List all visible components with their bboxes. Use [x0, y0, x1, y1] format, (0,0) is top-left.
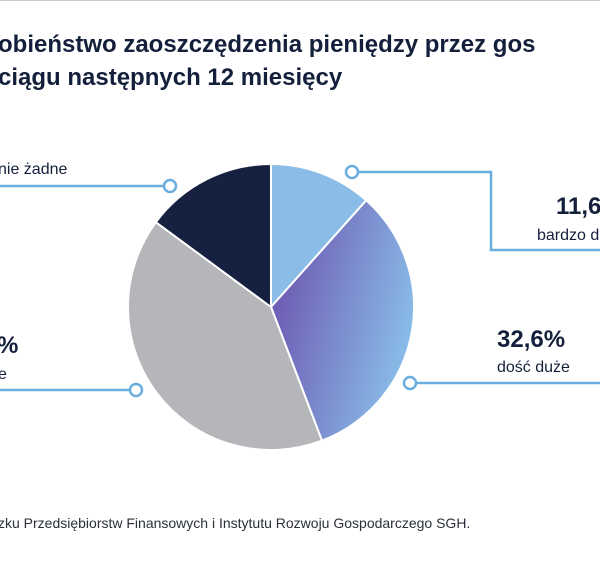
leader-line-bardzo-duze [352, 170, 600, 252]
pie-slice-nie-zadne [154, 162, 272, 309]
pie-slice-dosc-duze [269, 198, 415, 442]
pie-slice-bardzo-duze [270, 162, 368, 310]
pie-slice-male [127, 220, 324, 451]
data-label-nie-zadne-category: nie żadne [0, 161, 67, 178]
data-label-dosc-duze-value: 32,6% [497, 326, 565, 353]
title-line-1: obieństwo zaoszczędzenia pieniędzy przez… [0, 31, 536, 58]
data-label-bardzo-duze-category: bardzo d [537, 227, 599, 244]
data-label-dosc-duze-category: dość duże [497, 359, 570, 376]
chart-title: obieństwo zaoszczędzenia pieniędzy przez… [0, 28, 600, 94]
leader-dot-nie-zadne [162, 178, 178, 194]
leader-dot-male [128, 382, 144, 398]
data-label-male-value: % [0, 332, 18, 359]
leader-dot-dosc-duze [402, 375, 418, 391]
data-label-bardzo-duze-value: 11,6 [556, 193, 600, 220]
leader-dot-bardzo-duze [344, 164, 360, 180]
source-footnote: zku Przedsiębiorstw Finansowych i Instyt… [0, 515, 471, 531]
title-line-2: ciągu następnych 12 miesięcy [0, 64, 343, 91]
data-label-male-category: e [0, 366, 7, 383]
